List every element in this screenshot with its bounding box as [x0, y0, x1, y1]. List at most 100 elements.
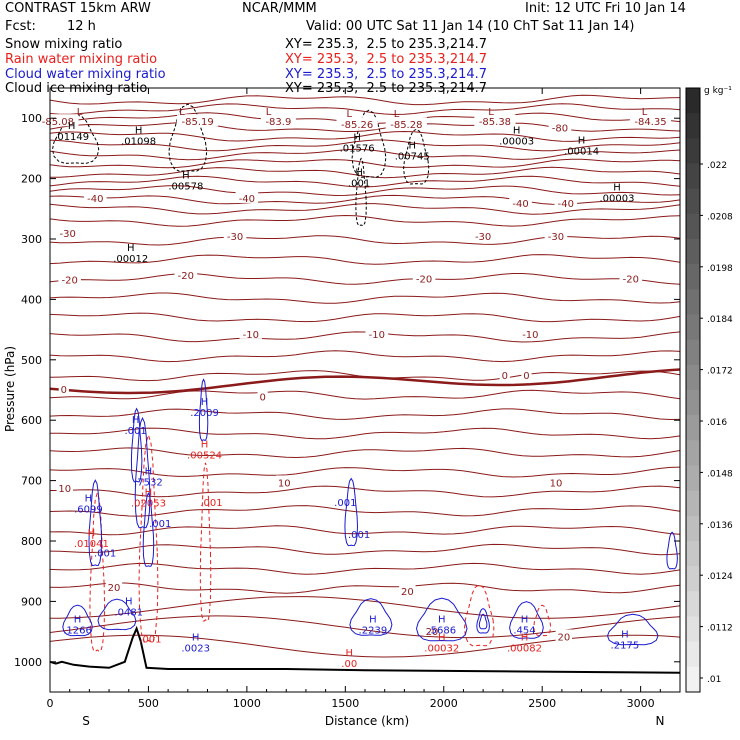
- contour-labels: -85.08 -85.19 -83.9 -85.26 -85.28 -85.38 -80 -8…: [37, 107, 672, 670]
- colorbar-label: .0124: [707, 572, 733, 582]
- rain-contour: [138, 433, 159, 643]
- colorbar-label: .0148: [707, 469, 733, 479]
- extremum-letter: H: [132, 415, 140, 426]
- cloud-contour: [509, 601, 544, 639]
- colorbar-segment: [686, 666, 700, 693]
- extremum-letter: H: [74, 615, 82, 626]
- isotherm-line: [49, 543, 681, 556]
- isotherm-label-bg: [260, 114, 296, 127]
- colorbar-segment: [686, 415, 700, 441]
- isotherm-label: -40: [239, 194, 255, 205]
- x-tick-label: 3000: [627, 697, 655, 710]
- isotherm-line: [49, 158, 681, 169]
- extremum-letter: H: [85, 494, 93, 505]
- isotherm-line: [49, 94, 681, 106]
- contour-value-label: .001: [200, 498, 222, 509]
- extremum-letter: H: [182, 171, 190, 182]
- snow-contour: [351, 109, 387, 178]
- isotherm-label: 20: [557, 632, 570, 643]
- x-tick-label: 1500: [331, 697, 359, 710]
- extremum-value: .5686: [427, 626, 456, 637]
- colorbar-segment: [686, 138, 700, 164]
- plot-frame: [49, 87, 681, 693]
- extremum-letter: H: [201, 439, 209, 450]
- extremum-letter: L: [642, 107, 648, 118]
- isotherm-line: [49, 466, 681, 478]
- extremum-letter: H: [621, 630, 629, 641]
- cloud-contour: [606, 613, 659, 646]
- extremum-value: .00524: [187, 450, 222, 461]
- cloud-contour: [62, 604, 93, 637]
- extremum-value: .0481: [114, 607, 143, 618]
- extremum-value: .7532: [134, 478, 163, 489]
- extremum-letter: H: [408, 140, 416, 151]
- isotherm-line: [49, 525, 681, 536]
- colorbar-segment: [686, 163, 700, 190]
- isotherm-label-bg: [257, 389, 268, 402]
- field-xy-rain: XY= 235.3, 2.5 to 235.3,214.7: [285, 52, 488, 67]
- colorbar-label: .0184: [707, 315, 733, 325]
- colorbar-segment: [686, 314, 700, 341]
- isotherm-label-bg: [58, 272, 81, 285]
- colorbar-label: .0198: [707, 264, 733, 274]
- colorbar-segment: [686, 641, 700, 668]
- isotherm-line: [49, 447, 681, 459]
- x-tick-label: 500: [138, 697, 159, 710]
- snow-contour: [355, 157, 367, 227]
- init-time: Init: 12 UTC Fri 10 Jan 14: [525, 1, 686, 16]
- colorbar-segment: [686, 616, 700, 643]
- isotherm-line: [49, 370, 681, 382]
- extremum-value: .1266: [63, 626, 92, 637]
- isotherm-label-bg: [235, 190, 259, 203]
- endpoint-right: N: [656, 714, 665, 728]
- extremum-letter: H: [613, 183, 621, 194]
- isotherm-label: -30: [227, 232, 243, 243]
- isotherm-line: [49, 175, 681, 188]
- extremum-letter: H: [201, 397, 209, 408]
- extremum-value: .00012: [113, 254, 148, 265]
- colorbar-segment: [686, 88, 700, 114]
- isotherm-line: [49, 350, 681, 363]
- rain-contour: [533, 604, 552, 637]
- isotherm-label: -20: [623, 274, 639, 285]
- cloud-contour: [198, 378, 209, 441]
- isotherm-line: [49, 505, 681, 517]
- colorbar-segment: [686, 566, 700, 592]
- y-tick-label: 200: [21, 173, 42, 186]
- isotherm-line: [49, 582, 681, 594]
- isotherm-line: [49, 103, 681, 116]
- isotherm-label-bg: [629, 114, 672, 127]
- extremum-value: .001: [348, 179, 370, 190]
- contour-value-label: .001: [334, 498, 356, 509]
- y-tick-label: 700: [21, 475, 42, 488]
- isotherm-label: 20: [108, 583, 121, 594]
- isotherm-line: [49, 331, 681, 343]
- isotherm-line: [49, 214, 681, 227]
- isotherm-line: [49, 634, 681, 658]
- terrain-line: [49, 625, 681, 674]
- extremum-value: .2009: [190, 408, 219, 419]
- extremum-value: .01098: [121, 136, 156, 147]
- isotherm-label-bg: [555, 629, 573, 642]
- isotherm-line: [50, 427, 681, 440]
- isotherm-label: 20: [401, 587, 414, 598]
- isotherm-label: -84.35: [634, 117, 666, 128]
- isotherm-label-bg: [619, 271, 643, 284]
- extremum-letter: H: [192, 633, 200, 644]
- field-xy-cloud-ice: XY= 235.3, 2.5 to 235.3,214.7: [285, 81, 488, 96]
- extremum-value: .01576: [340, 144, 375, 155]
- isotherm-label-bg: [83, 190, 107, 203]
- extremum-letter: H: [521, 633, 529, 644]
- cloud-contour: [349, 598, 393, 636]
- isotherm-label-bg: [276, 475, 293, 488]
- extremum-value: .00014: [564, 147, 599, 158]
- colorbar-label: .0112: [707, 624, 733, 634]
- extremum-letter: L: [179, 107, 185, 118]
- isotherm-label-bg: [474, 114, 516, 127]
- x-tick-label: 2500: [528, 697, 556, 710]
- isotherm-label: 0: [502, 371, 508, 382]
- isotherm-label: -40: [512, 199, 528, 210]
- extremum-letter: H: [88, 528, 96, 539]
- isotherm-label: -80: [552, 123, 568, 134]
- isotherm-label: 10: [278, 478, 291, 489]
